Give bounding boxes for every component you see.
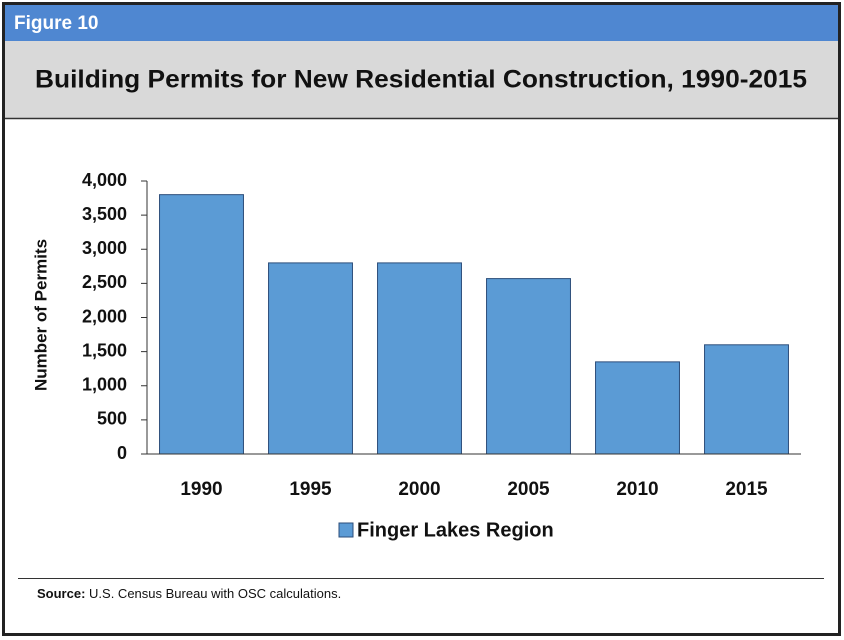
y-tick-label: 1,500 <box>82 340 127 360</box>
y-tick-label: 3,000 <box>82 238 127 258</box>
source-label: Source: <box>37 586 85 601</box>
bar <box>704 344 789 455</box>
y-tick-label: 500 <box>97 409 127 429</box>
chart-title: Building Permits for New Residential Con… <box>35 66 807 94</box>
bar <box>595 361 680 455</box>
x-tick-label: 1990 <box>180 479 222 500</box>
y-tick-label: 2,000 <box>82 306 127 326</box>
y-tick-label: 0 <box>117 443 127 463</box>
x-tick-label: 1995 <box>289 479 332 500</box>
x-tick-label: 2015 <box>725 479 768 500</box>
bar <box>377 262 462 455</box>
header-bar <box>5 5 838 41</box>
bar <box>268 262 353 455</box>
y-tick-label: 1,000 <box>82 375 127 395</box>
y-tick-label: 2,500 <box>82 272 127 292</box>
x-tick-label: 2005 <box>507 479 550 500</box>
bar <box>159 194 244 455</box>
x-tick-label: 2010 <box>616 479 658 500</box>
source-text: U.S. Census Bureau with OSC calculations… <box>89 586 341 601</box>
y-tick-label: 3,500 <box>82 204 127 224</box>
figure-label: Figure 10 <box>14 13 98 34</box>
x-tick-label: 2000 <box>398 479 440 500</box>
legend-swatch <box>338 522 354 538</box>
y-axis-label: Number of Permits <box>31 239 50 391</box>
y-tick-label: 4,000 <box>82 170 127 190</box>
plot: 0 500 1,000 1,500 2,000 2,500 3,000 3,500 4,000 1… <box>82 170 801 541</box>
source: Source: U.S. Census Bureau with OSC calc… <box>37 586 341 601</box>
title-band <box>5 41 838 118</box>
legend-label: Finger Lakes Region <box>357 519 554 541</box>
bar <box>486 278 571 455</box>
